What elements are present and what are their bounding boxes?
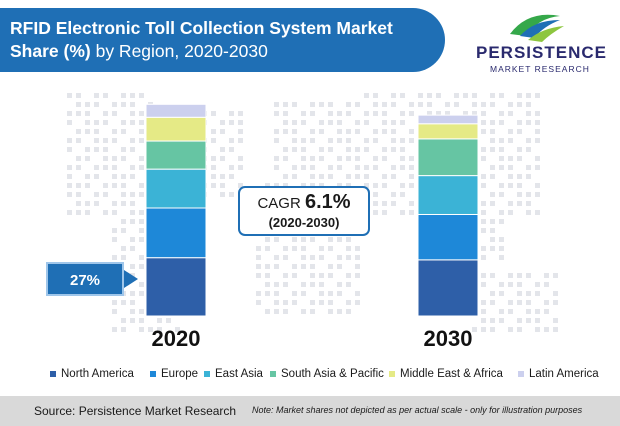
bar-segment-2020-north-america [145,257,207,317]
bar-segment-2020-latin-america [145,103,207,118]
legend-label: North America [61,368,134,380]
legend-item-middle-east-africa: Middle East & Africa [389,368,503,380]
logo-wordmark: PERSISTENCE [476,43,607,62]
bar-segment-2030-middle-east-africa [417,123,479,140]
bar-segment-2020-east-asia [145,168,207,209]
footer-note: Note: Market shares not depicted as per … [252,405,583,415]
footer-bar: Source: Persistence Market Research Note… [0,396,620,426]
source-text: Source: Persistence Market Research [34,404,237,418]
legend-swatch [270,370,276,377]
title-line-2: Share (%) by Region, 2020-2030 [10,41,268,61]
legend-label: South Asia & Pacific [281,368,384,380]
bar-segment-2030-latin-america [417,114,479,125]
legend-swatch [150,370,156,377]
legend-label: Europe [161,368,199,380]
legend-item-latin-america: Latin America [518,368,599,380]
persistence-logo: PERSISTENCE MARKET RESEARCH [468,6,618,80]
bar-segment-2030-europe [417,213,479,261]
bar-segment-2020-middle-east-africa [145,116,207,142]
legend-swatch [50,370,56,377]
legend-item-east-asia: East Asia [204,368,263,380]
bar-segment-2020-south-asia-pacific [145,140,207,170]
bar-segment-2030-north-america [417,259,479,317]
chart-legend: North America Europe East Asia South Asia &… [0,368,620,384]
legend-label: East Asia [215,368,263,380]
category-label-2020: 2020 [152,326,201,351]
legend-label: Middle East & Africa [400,368,503,380]
callout-pointer [124,270,138,288]
title-banner: RFID Electronic Toll Collection System M… [0,8,445,72]
logo-mark-icon [510,14,564,42]
bar-segment-2030-south-asia-pacific [417,138,479,177]
category-label-2030: 2030 [424,326,473,351]
legend-swatch [204,370,210,377]
north-america-share-callout: 27% [46,262,124,296]
legend-item-north-america: North America [50,368,134,380]
cagr-label: CAGR 6.1% [257,191,351,213]
cagr-period: (2020-2030) [268,215,340,230]
legend-item-europe: Europe [150,368,198,380]
cagr-value: 6.1% [304,191,351,213]
cagr-box: CAGR 6.1% (2020-2030) [238,186,370,236]
title-line-1: RFID Electronic Toll Collection System M… [10,18,393,38]
legend-label: Latin America [529,368,599,380]
bar-segment-2020-europe [145,207,207,259]
logo-subtitle: MARKET RESEARCH [490,64,590,74]
legend-swatch [518,370,524,377]
legend-item-south-asia-pacific: South Asia & Pacific [270,368,384,380]
bar-segment-2030-east-asia [417,175,479,215]
legend-swatch [389,370,395,377]
